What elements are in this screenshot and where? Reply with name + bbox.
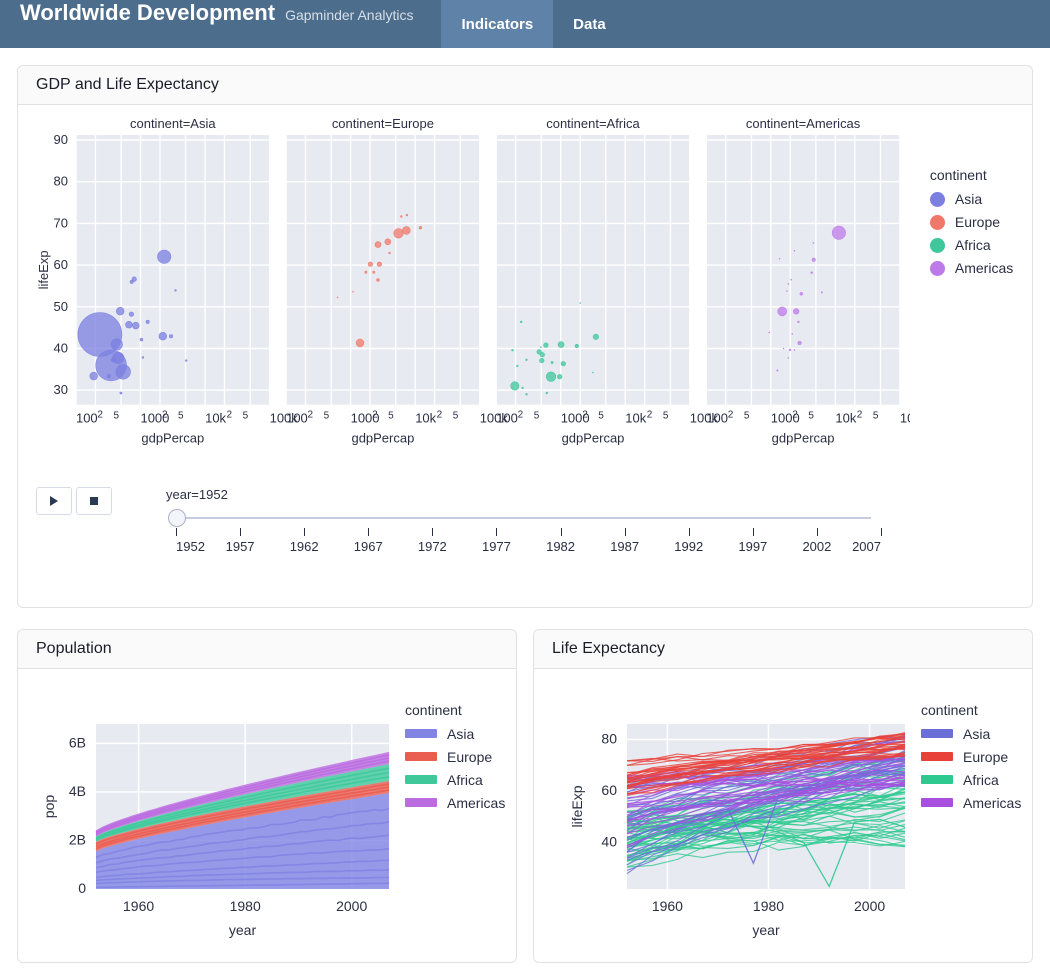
svg-text:40: 40 <box>601 833 617 849</box>
svg-text:100: 100 <box>496 411 518 426</box>
svg-text:5: 5 <box>598 411 604 422</box>
svg-text:2: 2 <box>162 410 168 421</box>
svg-text:5: 5 <box>808 411 814 422</box>
svg-text:5: 5 <box>178 411 184 422</box>
svg-text:50: 50 <box>54 299 68 314</box>
svg-text:continent=Asia: continent=Asia <box>130 116 216 131</box>
svg-text:continent=Africa: continent=Africa <box>546 116 640 131</box>
svg-text:1960: 1960 <box>652 898 683 914</box>
svg-text:100k: 100k <box>900 411 910 426</box>
svg-text:2000: 2000 <box>854 898 885 914</box>
svg-text:pop: pop <box>41 794 57 818</box>
svg-text:0: 0 <box>78 880 86 896</box>
svg-text:10k: 10k <box>205 411 226 426</box>
svg-text:30: 30 <box>54 382 68 397</box>
svg-text:100: 100 <box>76 411 98 426</box>
svg-text:5: 5 <box>388 411 394 422</box>
svg-text:90: 90 <box>54 132 68 147</box>
svg-text:2: 2 <box>307 410 313 421</box>
svg-text:gdpPercap: gdpPercap <box>562 431 625 446</box>
svg-text:lifeExp: lifeExp <box>569 785 585 827</box>
svg-text:10k: 10k <box>835 411 856 426</box>
svg-text:5: 5 <box>243 411 249 422</box>
svg-text:2: 2 <box>97 410 103 421</box>
svg-text:gdpPercap: gdpPercap <box>351 431 414 446</box>
svg-text:5: 5 <box>114 411 120 422</box>
svg-text:2000: 2000 <box>336 898 367 914</box>
svg-text:100: 100 <box>286 411 308 426</box>
svg-text:100: 100 <box>706 411 728 426</box>
svg-text:5: 5 <box>873 411 879 422</box>
svg-text:2: 2 <box>857 410 863 421</box>
svg-text:2: 2 <box>728 410 734 421</box>
svg-text:gdpPercap: gdpPercap <box>141 431 204 446</box>
svg-text:1980: 1980 <box>230 898 261 914</box>
svg-text:5: 5 <box>663 411 669 422</box>
svg-text:40: 40 <box>54 340 68 355</box>
svg-text:year: year <box>752 922 780 938</box>
svg-text:2: 2 <box>792 410 798 421</box>
svg-text:1960: 1960 <box>123 898 154 914</box>
svg-text:80: 80 <box>54 174 68 189</box>
svg-text:year: year <box>229 922 257 938</box>
svg-text:2: 2 <box>647 410 653 421</box>
svg-text:10k: 10k <box>415 411 436 426</box>
svg-text:continent=Europe: continent=Europe <box>332 116 434 131</box>
svg-text:2: 2 <box>518 410 524 421</box>
svg-text:80: 80 <box>601 730 617 746</box>
svg-text:5: 5 <box>744 411 750 422</box>
svg-text:2: 2 <box>226 410 232 421</box>
svg-text:gdpPercap: gdpPercap <box>772 431 835 446</box>
svg-text:2: 2 <box>582 410 588 421</box>
svg-text:5: 5 <box>324 411 330 422</box>
svg-text:6B: 6B <box>69 734 86 750</box>
svg-text:2B: 2B <box>69 831 86 847</box>
svg-text:60: 60 <box>601 782 617 798</box>
svg-text:2: 2 <box>437 410 443 421</box>
svg-text:lifeExp: lifeExp <box>36 250 51 289</box>
svg-text:2: 2 <box>372 410 378 421</box>
svg-text:70: 70 <box>54 215 68 230</box>
svg-text:60: 60 <box>54 257 68 272</box>
svg-text:5: 5 <box>534 411 540 422</box>
svg-text:4B: 4B <box>69 783 86 799</box>
svg-text:continent=Americas: continent=Americas <box>746 116 861 131</box>
svg-text:10k: 10k <box>625 411 646 426</box>
svg-text:5: 5 <box>453 411 459 422</box>
svg-text:1980: 1980 <box>753 898 784 914</box>
